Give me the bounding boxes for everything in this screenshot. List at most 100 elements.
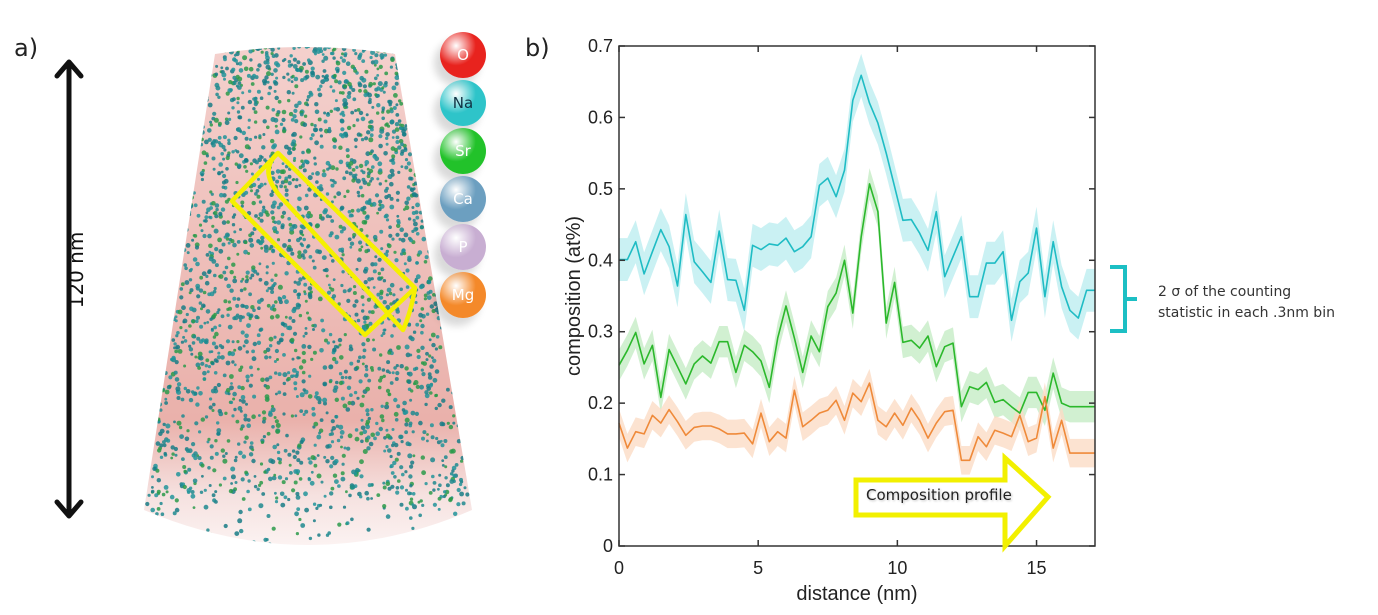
atom-point bbox=[273, 360, 277, 363]
atom-point bbox=[247, 89, 252, 93]
atom-point bbox=[418, 513, 423, 518]
atom-point bbox=[317, 92, 323, 98]
scale-bar bbox=[54, 59, 84, 519]
atom-point bbox=[374, 193, 380, 198]
atom-point bbox=[256, 367, 260, 371]
atom-point bbox=[330, 432, 334, 436]
atom-point bbox=[340, 396, 345, 401]
atom-point bbox=[319, 84, 323, 88]
atom-point bbox=[257, 216, 261, 220]
atom-point bbox=[234, 531, 240, 536]
atom-point bbox=[341, 52, 344, 56]
atom-probe-reconstruction bbox=[144, 47, 472, 545]
atom-point bbox=[240, 303, 245, 308]
atom-point bbox=[373, 63, 377, 67]
atom-point bbox=[377, 385, 382, 390]
atom-point bbox=[364, 249, 369, 254]
atom-point bbox=[330, 219, 335, 223]
element-symbol: Na bbox=[452, 94, 474, 112]
atom-point bbox=[282, 372, 288, 378]
atom-point bbox=[336, 345, 340, 349]
atom-point bbox=[343, 446, 347, 450]
element-ball-ca: Ca bbox=[440, 176, 486, 222]
atom-point bbox=[156, 489, 161, 494]
atom-point bbox=[357, 55, 362, 61]
atom-point bbox=[314, 109, 320, 115]
atom-point bbox=[365, 214, 370, 219]
atom-point bbox=[458, 482, 463, 487]
atom-point bbox=[370, 310, 375, 315]
atom-point bbox=[412, 218, 416, 222]
atom-point bbox=[198, 430, 202, 434]
atom-point bbox=[238, 153, 244, 159]
atom-point bbox=[248, 313, 254, 319]
atom-point bbox=[257, 177, 260, 181]
atom-point bbox=[385, 136, 389, 140]
atom-point bbox=[244, 339, 249, 345]
atom-point bbox=[207, 128, 212, 133]
atom-point bbox=[413, 221, 418, 227]
atom-point bbox=[360, 425, 366, 431]
atom-point bbox=[248, 49, 253, 54]
atom-point bbox=[332, 356, 337, 362]
y-tick-label: 0 bbox=[603, 536, 613, 556]
atom-point bbox=[350, 517, 354, 522]
atom-point bbox=[407, 217, 412, 221]
atom-point bbox=[309, 290, 313, 294]
atom-point bbox=[370, 432, 375, 438]
atom-point bbox=[396, 218, 401, 224]
atom-point bbox=[291, 133, 295, 137]
atom-point bbox=[360, 193, 365, 198]
atom-point bbox=[353, 472, 358, 476]
atom-point bbox=[276, 205, 281, 210]
atom-point bbox=[299, 409, 304, 413]
atom-point bbox=[332, 278, 336, 281]
atom-point bbox=[304, 193, 309, 198]
atom-point bbox=[273, 220, 277, 224]
atom-point bbox=[409, 497, 414, 501]
atom-point bbox=[310, 122, 314, 127]
atom-point bbox=[276, 340, 281, 345]
atom-point bbox=[270, 170, 275, 175]
atom-point bbox=[376, 86, 381, 91]
atom-point bbox=[230, 466, 236, 472]
atom-point bbox=[274, 491, 277, 495]
y-axis-title: composition (at%) bbox=[563, 216, 585, 376]
atom-point bbox=[386, 360, 391, 365]
atom-point bbox=[235, 127, 240, 132]
atom-point bbox=[317, 249, 322, 255]
atom-point bbox=[407, 453, 413, 459]
atom-point bbox=[276, 358, 279, 361]
atom-point bbox=[391, 154, 396, 159]
atom-point bbox=[224, 120, 230, 126]
atom-point bbox=[364, 136, 369, 141]
atom-point bbox=[286, 376, 291, 381]
atom-point bbox=[260, 377, 265, 383]
atom-point bbox=[252, 308, 256, 313]
atom-point bbox=[203, 321, 207, 325]
atom-point bbox=[165, 490, 169, 494]
atom-point bbox=[354, 428, 359, 432]
atom-point bbox=[303, 491, 308, 497]
atom-point bbox=[276, 443, 280, 447]
atom-point bbox=[264, 51, 269, 55]
atom-point bbox=[332, 144, 337, 149]
atom-point bbox=[308, 255, 313, 259]
atom-point bbox=[374, 76, 378, 81]
atom-point bbox=[400, 252, 404, 256]
atom-point bbox=[202, 370, 207, 376]
atom-point bbox=[296, 356, 300, 360]
atom-point bbox=[245, 379, 250, 383]
atom-point bbox=[372, 286, 376, 289]
atom-point bbox=[361, 342, 366, 347]
atom-point bbox=[330, 455, 335, 460]
atom-point bbox=[217, 135, 222, 140]
atom-point bbox=[378, 64, 383, 69]
atom-point bbox=[317, 400, 322, 405]
atom-point bbox=[438, 473, 442, 477]
atom-point bbox=[218, 248, 224, 254]
atom-point bbox=[247, 479, 251, 483]
element-ball-na: Na bbox=[440, 80, 486, 126]
atom-point bbox=[271, 425, 275, 429]
atom-point bbox=[323, 208, 328, 213]
